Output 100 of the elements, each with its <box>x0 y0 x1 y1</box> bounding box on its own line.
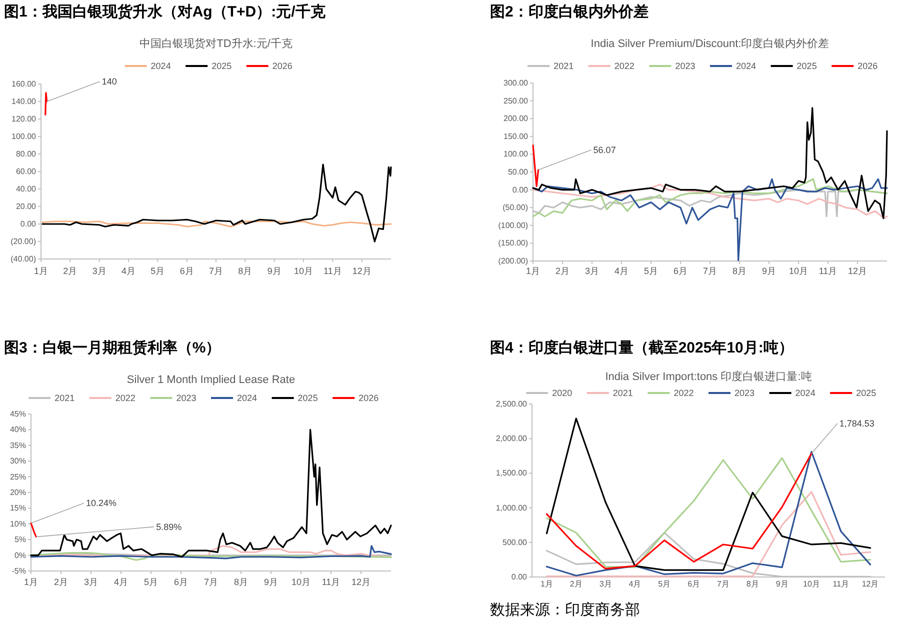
annotation: 56.07 <box>593 144 616 155</box>
legend-label: 2023 <box>176 393 196 403</box>
legend-label: 2026 <box>858 61 878 71</box>
x-tick-label: 9月 <box>762 266 776 276</box>
x-tick-label: 5月 <box>658 580 671 588</box>
y-tick-label: 100.00 <box>12 132 37 141</box>
annotation: 10.24% <box>86 498 117 508</box>
x-tick-label: 4月 <box>628 580 642 588</box>
legend-label: 2024 <box>736 61 756 71</box>
y-tick-label: 40.00 <box>16 184 37 194</box>
x-tick-label: 2月 <box>54 577 68 587</box>
y-tick-label: 80.00 <box>16 150 37 158</box>
y-tick-label: 20.00 <box>16 202 37 211</box>
x-tick-label: 6月 <box>174 577 188 587</box>
x-tick-label: 9月 <box>264 577 278 587</box>
x-tick-label: 10月 <box>291 577 311 587</box>
y-tick-label: 120.00 <box>12 114 37 124</box>
chart-subtitle: India Silver Premium/Discount:印度白银内外价差 <box>590 37 830 50</box>
y-tick-label: 45% <box>10 410 26 418</box>
y-tick-label: 0.00 <box>20 220 37 228</box>
y-tick-label: (200.00) <box>498 256 528 266</box>
x-tick-label: 9月 <box>267 266 282 276</box>
x-tick-label: 3月 <box>599 580 612 588</box>
legend-label: 2025 <box>298 393 318 403</box>
x-tick-label: 6月 <box>180 266 194 276</box>
chart-title: 图2：印度白银内外价差 <box>490 2 648 20</box>
y-tick-label: 2,000.00 <box>496 434 528 444</box>
x-tick-label: 8月 <box>238 266 252 276</box>
x-tick-label: 5月 <box>150 266 165 276</box>
legend-label: 2023 <box>675 61 696 71</box>
y-tick-label: 250.00 <box>504 96 529 106</box>
y-tick-label: 20% <box>10 488 26 497</box>
y-tick-label: 2,500.00 <box>496 400 528 408</box>
y-tick-label: 5% <box>14 535 26 544</box>
legend-label: 2026 <box>358 393 379 403</box>
y-tick-label: 10% <box>10 519 26 528</box>
x-tick-label: 7月 <box>204 577 218 587</box>
x-tick-label: 2月 <box>570 580 582 588</box>
legend-label: 2021 <box>554 61 574 71</box>
annotation: 140 <box>102 76 117 86</box>
legend-label: 2022 <box>115 393 136 403</box>
x-tick-label: 6月 <box>673 266 688 276</box>
x-tick-label: 3月 <box>84 577 98 587</box>
legend-label: 2024 <box>237 393 258 403</box>
x-tick-label: 8月 <box>746 580 759 588</box>
x-tick-label: 7月 <box>716 580 730 588</box>
y-tick-label: 1,500.00 <box>496 468 528 478</box>
y-tick-label: 60.00 <box>16 167 37 176</box>
y-tick-label: 1,000.00 <box>496 503 528 512</box>
chart-subtitle: Silver 1 Month Implied Lease Rate <box>126 374 296 386</box>
y-tick-label: 300.00 <box>504 78 529 88</box>
legend-label: 2022 <box>614 61 634 71</box>
x-tick-label: 8月 <box>234 577 248 587</box>
x-tick-label: 10月 <box>294 266 314 276</box>
x-tick-label: 7月 <box>208 266 224 276</box>
y-tick-label: 15% <box>10 504 26 513</box>
legend-label: 2024 <box>795 388 816 398</box>
y-tick-label: 100.00 <box>504 150 529 159</box>
legend-label: 2024 <box>150 61 171 71</box>
y-tick-label: 0.00 <box>511 572 528 582</box>
y-tick-label: 25% <box>10 472 26 482</box>
x-tick-label: 2月 <box>555 266 570 276</box>
x-tick-label: 3月 <box>92 266 106 276</box>
legend-label: 2025 <box>856 388 876 398</box>
x-tick-label: 12月 <box>352 266 372 276</box>
y-tick-label: 0% <box>14 550 26 560</box>
legend-label: 2021 <box>612 388 633 398</box>
legend-label: 2023 <box>734 388 755 398</box>
y-tick-label: 35% <box>10 440 26 450</box>
x-tick-label: 10月 <box>788 266 808 276</box>
annotation: 1,784.53 <box>839 418 874 429</box>
x-tick-label: 12月 <box>862 580 879 588</box>
x-tick-label: 9月 <box>776 580 788 588</box>
y-tick-label: 0.00 <box>512 185 529 194</box>
x-tick-label: 1月 <box>540 580 553 588</box>
x-tick-label: 4月 <box>614 266 629 276</box>
legend-label: 2025 <box>796 61 817 71</box>
x-tick-label: 11月 <box>832 580 850 588</box>
x-tick-label: 3月 <box>584 266 600 276</box>
chart-title: 图4：印度白银进口量（截至2025年10月:吨） <box>490 338 794 356</box>
x-tick-label: 5月 <box>644 266 658 276</box>
y-tick-label: 160.00 <box>12 80 37 88</box>
x-tick-label: 12月 <box>351 577 371 587</box>
chart-subtitle: India Silver Import:tons 印度白银进口量:吨 <box>605 370 812 383</box>
chart-title: 图1：我国白银现货升水（对Ag（T+D）:元/千克 <box>4 4 326 20</box>
x-tick-label: 6月 <box>688 580 700 588</box>
y-tick-label: (50.00) <box>502 203 528 212</box>
chart-subtitle: 中国白银现货对TD升水:元/千克 <box>140 37 292 50</box>
y-tick-label: 150.00 <box>504 132 529 141</box>
legend-label: 2020 <box>552 388 572 398</box>
y-tick-label: -5% <box>12 566 26 576</box>
y-tick-label: 30% <box>10 456 26 466</box>
x-tick-label: 1月 <box>24 577 38 587</box>
y-tick-label: 140.00 <box>12 97 37 106</box>
x-tick-label: 12月 <box>848 266 868 276</box>
y-tick-label: (150.00) <box>498 238 528 248</box>
legend-label: 2025 <box>212 61 232 71</box>
annotation: 5.89% <box>156 522 182 532</box>
x-tick-label: 2月 <box>63 266 78 276</box>
chart-title: 图3：白银一月期租赁利率（%） <box>4 338 221 356</box>
